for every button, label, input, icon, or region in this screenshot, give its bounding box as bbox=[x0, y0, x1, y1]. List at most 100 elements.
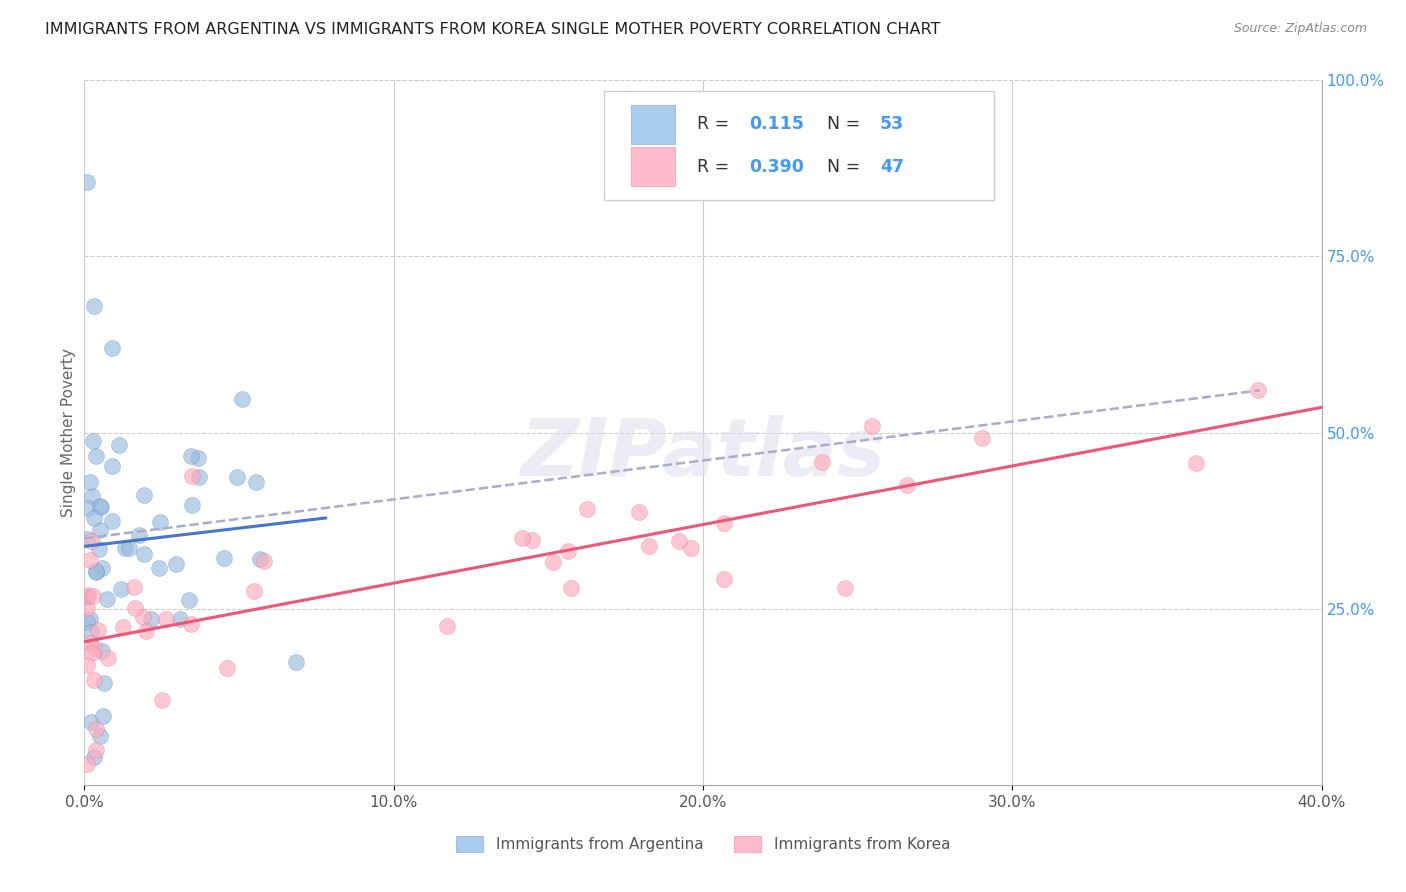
Point bbox=[811, 455, 834, 469]
Point bbox=[82, 434, 104, 449]
Point bbox=[896, 477, 918, 491]
Point bbox=[242, 584, 264, 599]
Text: 0.115: 0.115 bbox=[749, 115, 804, 133]
Text: IMMIGRANTS FROM ARGENTINA VS IMMIGRANTS FROM KOREA SINGLE MOTHER POVERTY CORRELA: IMMIGRANTS FROM ARGENTINA VS IMMIGRANTS … bbox=[45, 22, 941, 37]
Point bbox=[187, 450, 209, 465]
Point bbox=[122, 580, 145, 594]
Point bbox=[188, 470, 211, 484]
Point bbox=[82, 590, 104, 604]
Point bbox=[83, 749, 105, 764]
Point bbox=[76, 615, 98, 629]
Point bbox=[101, 458, 124, 473]
Point bbox=[148, 561, 170, 575]
Point bbox=[970, 431, 993, 445]
Text: N =: N = bbox=[827, 158, 866, 176]
Point bbox=[834, 581, 856, 595]
Text: Source: ZipAtlas.com: Source: ZipAtlas.com bbox=[1233, 22, 1367, 36]
Text: 53: 53 bbox=[880, 115, 904, 133]
Point bbox=[226, 470, 249, 484]
Point bbox=[83, 299, 105, 313]
Point bbox=[124, 601, 146, 615]
Point bbox=[89, 729, 111, 743]
Point bbox=[107, 438, 129, 452]
Point bbox=[93, 676, 115, 690]
Point bbox=[638, 539, 661, 553]
Point bbox=[215, 661, 238, 675]
Text: 0.390: 0.390 bbox=[749, 158, 804, 176]
Point bbox=[76, 601, 98, 615]
Text: R =: R = bbox=[697, 115, 734, 133]
Point bbox=[87, 623, 110, 637]
Point bbox=[436, 619, 458, 633]
Point bbox=[83, 673, 105, 687]
FancyBboxPatch shape bbox=[605, 91, 994, 200]
Point bbox=[83, 641, 105, 656]
Point bbox=[76, 657, 98, 672]
Point bbox=[90, 560, 112, 574]
Point bbox=[84, 565, 107, 579]
Point bbox=[79, 553, 101, 567]
Point bbox=[512, 531, 534, 545]
Point bbox=[110, 582, 132, 596]
Point bbox=[231, 392, 253, 406]
Point bbox=[80, 624, 103, 639]
Point bbox=[80, 646, 103, 660]
Point bbox=[79, 612, 101, 626]
Point bbox=[128, 528, 150, 542]
FancyBboxPatch shape bbox=[631, 105, 675, 144]
Point bbox=[212, 551, 235, 566]
Point bbox=[89, 541, 111, 556]
Point bbox=[179, 593, 201, 607]
Point bbox=[82, 489, 104, 503]
Point bbox=[83, 511, 105, 525]
Point bbox=[181, 469, 204, 483]
Point bbox=[860, 419, 883, 434]
Point bbox=[80, 534, 103, 549]
Point bbox=[77, 501, 100, 516]
Point bbox=[79, 714, 101, 729]
Point bbox=[560, 582, 582, 596]
Point bbox=[90, 644, 112, 658]
Point bbox=[165, 558, 187, 572]
Point bbox=[114, 541, 136, 555]
Point bbox=[149, 516, 172, 530]
Legend: Immigrants from Argentina, Immigrants from Korea: Immigrants from Argentina, Immigrants fr… bbox=[450, 830, 956, 858]
Point bbox=[628, 505, 651, 519]
Text: R =: R = bbox=[697, 158, 734, 176]
Text: 47: 47 bbox=[880, 158, 904, 176]
Point bbox=[76, 590, 98, 604]
Point bbox=[89, 523, 111, 537]
Point bbox=[541, 555, 564, 569]
Point bbox=[713, 516, 735, 531]
Point bbox=[139, 612, 162, 626]
Point bbox=[90, 500, 112, 515]
Point bbox=[249, 552, 271, 566]
Point bbox=[681, 541, 703, 556]
Point bbox=[76, 176, 98, 190]
FancyBboxPatch shape bbox=[631, 147, 675, 186]
Point bbox=[100, 515, 122, 529]
Point bbox=[112, 620, 135, 634]
Point bbox=[181, 498, 204, 512]
Point bbox=[150, 693, 173, 707]
Point bbox=[169, 612, 191, 626]
Y-axis label: Single Mother Poverty: Single Mother Poverty bbox=[60, 348, 76, 517]
Point bbox=[253, 554, 276, 568]
Point bbox=[79, 475, 101, 489]
Point bbox=[97, 651, 120, 665]
Text: ZIPatlas: ZIPatlas bbox=[520, 415, 886, 492]
Point bbox=[713, 573, 735, 587]
Point bbox=[668, 534, 690, 549]
Point bbox=[1185, 457, 1208, 471]
Point bbox=[285, 655, 308, 669]
Point bbox=[132, 488, 155, 502]
Point bbox=[522, 533, 544, 547]
Point bbox=[77, 588, 100, 602]
Point bbox=[101, 341, 124, 355]
Point bbox=[84, 722, 107, 736]
Point bbox=[155, 612, 177, 626]
Point bbox=[135, 624, 157, 639]
Point bbox=[96, 592, 118, 607]
Point bbox=[180, 449, 202, 463]
Point bbox=[76, 756, 98, 771]
